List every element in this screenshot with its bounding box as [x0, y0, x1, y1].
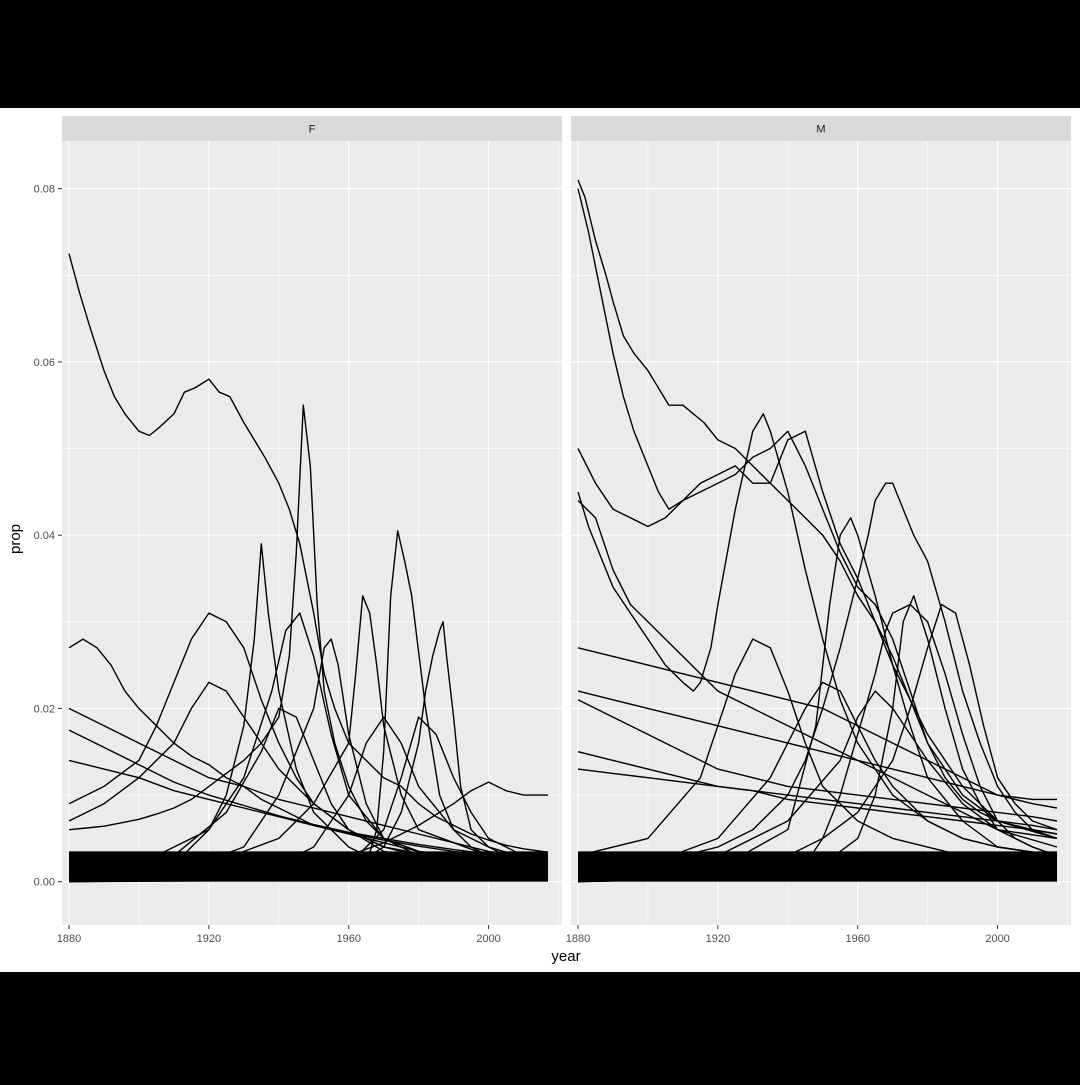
series-line — [577, 413, 1058, 857]
x-tick-label: 2000 — [985, 933, 1009, 945]
series-line — [577, 647, 1058, 809]
series-lines — [577, 179, 1058, 883]
facet-panel-F: F — [62, 116, 562, 925]
series-line — [68, 707, 549, 874]
facet-panel-M: M — [571, 116, 1071, 925]
y-axis-title: prop — [7, 524, 24, 554]
x-tick-label: 1880 — [566, 933, 590, 945]
series-line — [577, 500, 1058, 840]
x-axis-title: year — [551, 948, 580, 965]
series-line — [577, 638, 1058, 866]
series-line — [68, 781, 548, 879]
facet-strip — [571, 116, 1071, 141]
series-line — [577, 690, 1057, 801]
x-tick-label: 1960 — [336, 933, 360, 945]
y-tick-label: 0.08 — [34, 184, 55, 196]
series-line — [577, 751, 1058, 831]
series-line — [577, 482, 1058, 874]
series-line — [577, 603, 1058, 879]
y-tick-label: 0.00 — [34, 877, 55, 889]
x-axis-M: 1880 1920 1960 2000 — [566, 925, 1010, 945]
axes: 1880 1920 1960 2000 0.00 0.02 0.04 0.06 0.08 1880… — [34, 184, 1010, 945]
series-line — [577, 690, 1058, 876]
series-line — [577, 768, 1058, 835]
series-line — [68, 716, 549, 880]
y-axis: 0.00 0.02 0.04 0.06 0.08 — [34, 184, 62, 889]
series-line — [577, 595, 1058, 883]
panel-background — [62, 141, 562, 925]
series-line — [68, 759, 549, 863]
x-tick-label: 1920 — [706, 933, 730, 945]
facet-strip-label: M — [816, 124, 825, 136]
x-tick-label: 2000 — [476, 933, 500, 945]
x-tick-label: 1880 — [57, 933, 81, 945]
series-lines — [68, 253, 549, 883]
y-tick-label: 0.06 — [34, 357, 55, 369]
dense-series-band — [577, 851, 1058, 882]
series-line — [68, 729, 549, 861]
series-line — [68, 404, 549, 874]
series-line — [68, 253, 549, 853]
facet-strip-label: F — [309, 124, 316, 136]
facet-strip — [62, 116, 562, 141]
x-tick-label: 1960 — [845, 933, 869, 945]
series-line — [577, 681, 1058, 874]
series-line — [577, 699, 1058, 822]
y-tick-label: 0.02 — [34, 703, 55, 715]
series-line — [577, 188, 1058, 840]
y-tick-label: 0.04 — [34, 530, 55, 542]
series-line — [68, 543, 549, 879]
series-line — [68, 707, 549, 861]
series-line — [68, 595, 549, 879]
series-line — [577, 603, 1058, 883]
x-axis-F: 1880 1920 1960 2000 — [57, 925, 501, 945]
series-line — [68, 621, 549, 883]
series-line — [68, 716, 549, 881]
x-tick-label: 1920 — [197, 933, 221, 945]
